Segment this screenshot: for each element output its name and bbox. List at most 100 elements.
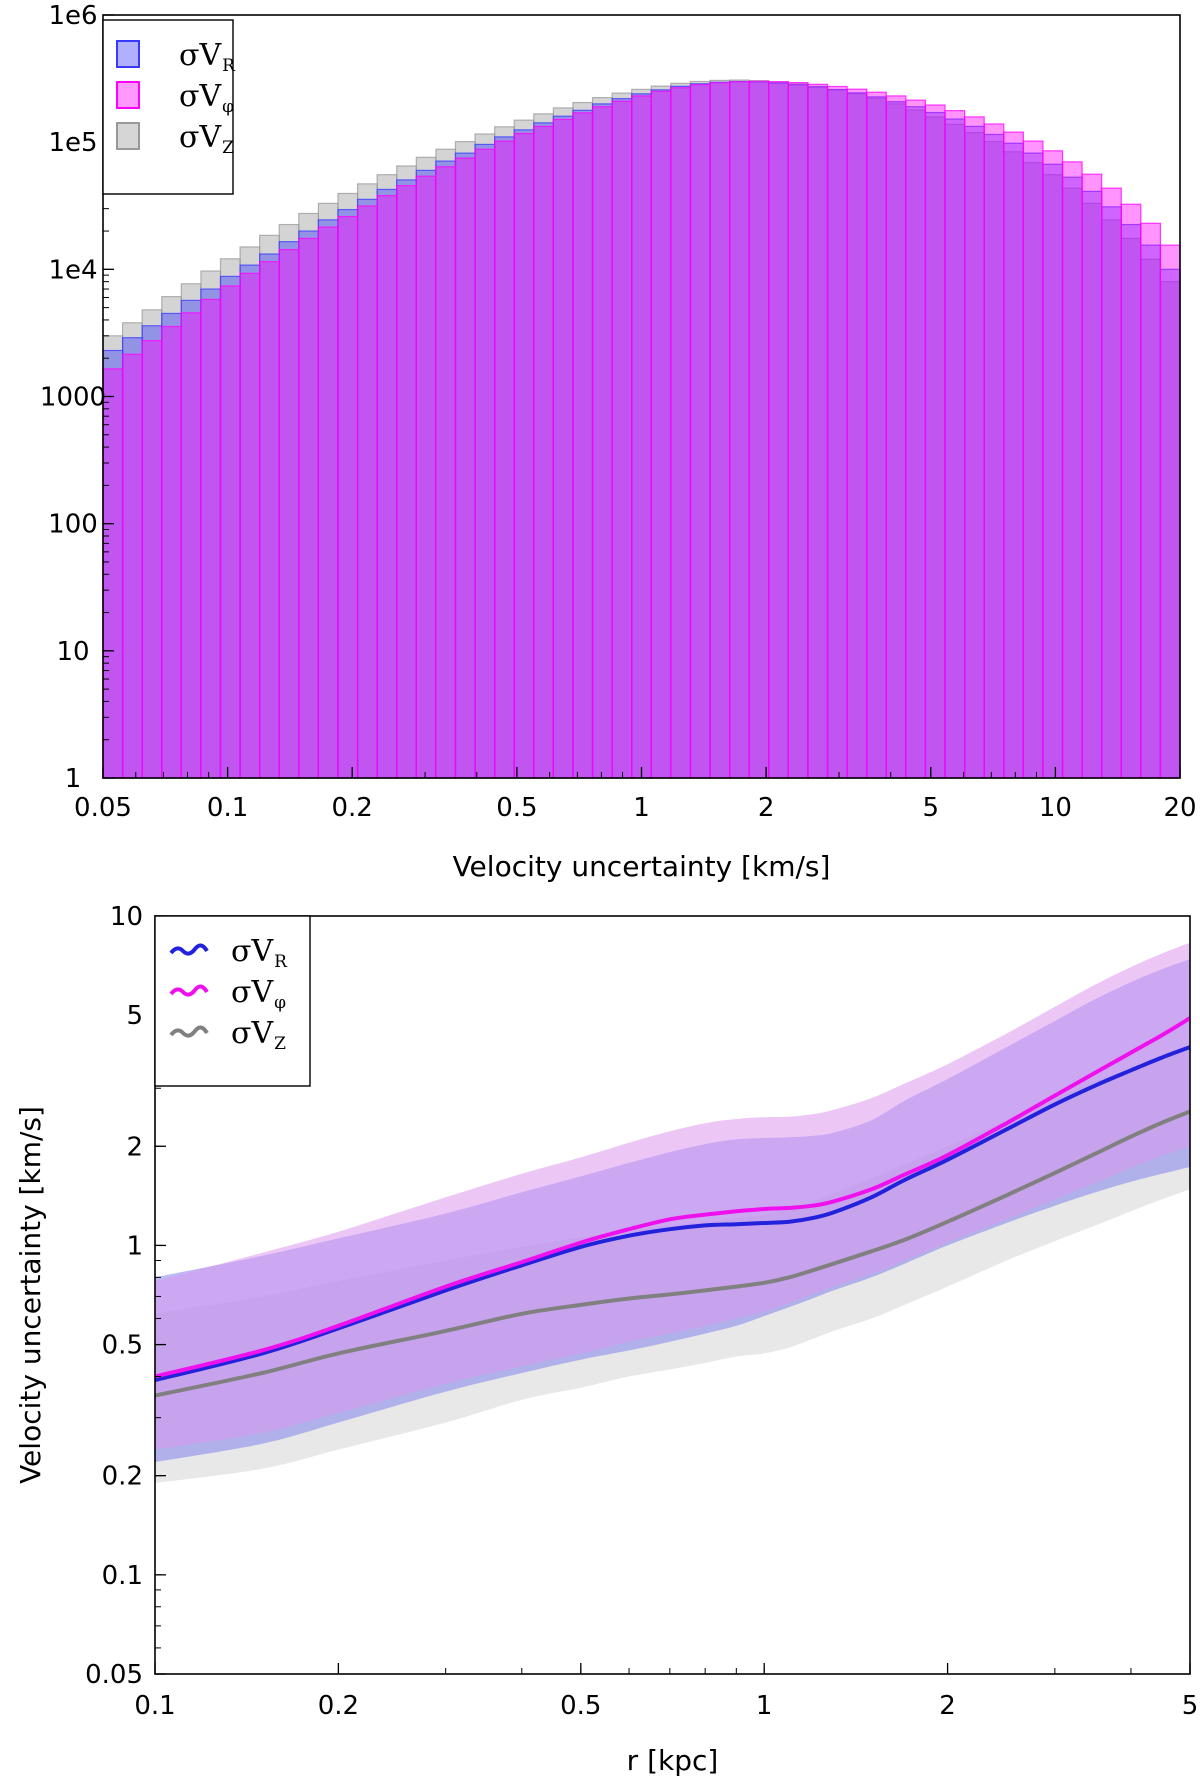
bar--54 bbox=[1159, 244, 1181, 779]
line-r bbox=[154, 1045, 1191, 1383]
bar--9 bbox=[278, 248, 300, 779]
bar--20 bbox=[494, 140, 515, 779]
y-tick-label-0-1: 0.1 bbox=[102, 1561, 143, 1591]
x-tick-label-1: 1 bbox=[633, 793, 650, 823]
bar--10 bbox=[298, 237, 319, 779]
line-series bbox=[154, 1016, 1192, 1398]
bar--6 bbox=[219, 285, 241, 779]
bar--48 bbox=[1042, 150, 1064, 779]
bar--16 bbox=[415, 175, 437, 779]
legend-label-: σVφ bbox=[231, 975, 286, 1013]
y-tick-label-2: 2 bbox=[126, 1132, 143, 1162]
bar--50 bbox=[1081, 173, 1103, 779]
legend-swatch- bbox=[116, 81, 140, 109]
legend-line-r bbox=[169, 943, 209, 956]
bar--5 bbox=[200, 298, 222, 779]
bar--49 bbox=[1061, 161, 1083, 779]
bar--12 bbox=[337, 215, 359, 779]
bar--47 bbox=[1022, 140, 1044, 779]
y-tick-label-1e5: 1e5 bbox=[48, 128, 97, 158]
x-tick-label-0-05: 0.05 bbox=[74, 793, 132, 823]
bar--11 bbox=[317, 226, 339, 779]
y-tick-label-1e6: 1e6 bbox=[48, 1, 97, 31]
bar--13 bbox=[356, 205, 378, 779]
bar--51 bbox=[1101, 187, 1122, 779]
bar--4 bbox=[180, 312, 202, 779]
bar--29 bbox=[670, 87, 692, 779]
legend-label-r: σVR bbox=[231, 934, 288, 972]
histogram-ticks: 0.05 0.1 0.2 0.5 1 2 5 10 20 1 10 100 1000 1e4 1e5 1e6 bbox=[40, 1, 1197, 823]
bar--19 bbox=[474, 148, 496, 779]
bar--36 bbox=[807, 83, 829, 779]
bar--18 bbox=[454, 157, 476, 779]
bar--39 bbox=[866, 91, 887, 779]
bar--30 bbox=[689, 84, 711, 779]
bar--40 bbox=[885, 95, 907, 779]
legend-label-: σVφ bbox=[179, 79, 234, 117]
y-tick-label-0-05: 0.05 bbox=[85, 1660, 143, 1690]
bar--44 bbox=[963, 116, 985, 779]
bar--52 bbox=[1120, 203, 1142, 779]
y-tick-label-10: 10 bbox=[110, 902, 143, 932]
legend-label-z: σVZ bbox=[231, 1016, 286, 1054]
bar--14 bbox=[376, 195, 398, 779]
bar--37 bbox=[826, 85, 848, 779]
x-tick-label-2: 2 bbox=[939, 1691, 956, 1721]
histogram-panel: 0.05 0.1 0.2 0.5 1 2 5 10 2011010010001e41e51e6 … bbox=[40, 1, 1197, 883]
x-tick-label-5: 5 bbox=[1182, 1691, 1199, 1721]
y-tick-label-0-5: 0.5 bbox=[102, 1331, 143, 1361]
bar--8 bbox=[259, 261, 280, 779]
bar--28 bbox=[650, 90, 672, 779]
band- bbox=[155, 942, 1190, 1450]
legend-box bbox=[154, 915, 311, 1087]
bar--27 bbox=[631, 95, 652, 779]
line-plot-frame bbox=[154, 915, 1191, 1675]
line-y-axis-label: Velocity uncertainty [km/s] bbox=[14, 1106, 47, 1484]
bar--32 bbox=[729, 81, 750, 779]
x-tick-label-0-2: 0.2 bbox=[318, 1691, 359, 1721]
y-tick-label-10: 10 bbox=[56, 637, 89, 667]
bar--46 bbox=[1003, 131, 1024, 779]
x-tick-label-10: 10 bbox=[1039, 793, 1072, 823]
bar--38 bbox=[846, 88, 868, 779]
bar--15 bbox=[396, 185, 417, 779]
bar--23 bbox=[552, 118, 574, 779]
bar--41 bbox=[905, 99, 927, 779]
bar--24 bbox=[572, 112, 594, 779]
x-tick-label-1: 1 bbox=[756, 1691, 773, 1721]
y-tick-label-5: 5 bbox=[126, 1001, 143, 1031]
x-tick-label-0-1: 0.1 bbox=[134, 1691, 175, 1721]
y-tick-label-100: 100 bbox=[48, 510, 98, 540]
bar--17 bbox=[435, 166, 457, 779]
x-tick-label-0-5: 0.5 bbox=[560, 1691, 601, 1721]
line-z bbox=[154, 1109, 1191, 1398]
bar--34 bbox=[768, 81, 789, 779]
histogram-bars bbox=[102, 79, 1181, 779]
x-tick-label-20: 20 bbox=[1163, 793, 1196, 823]
bar--33 bbox=[748, 80, 770, 779]
histogram-x-axis-label: Velocity uncertainty [km/s] bbox=[453, 850, 831, 883]
y-tick-label-1000: 1000 bbox=[40, 383, 106, 413]
x-tick-label-0-2: 0.2 bbox=[332, 793, 373, 823]
legend-label-z: σVZ bbox=[179, 120, 234, 158]
y-tick-label-1: 1 bbox=[65, 764, 82, 794]
bar--3 bbox=[161, 325, 182, 779]
bar--53 bbox=[1140, 222, 1162, 779]
x-tick-label-0-5: 0.5 bbox=[496, 793, 537, 823]
bar--25 bbox=[591, 106, 613, 779]
bar--0 bbox=[102, 368, 124, 779]
line- bbox=[154, 1016, 1192, 1379]
y-tick-label-1: 1 bbox=[126, 1231, 143, 1261]
bar--2 bbox=[141, 340, 163, 779]
bar--35 bbox=[787, 82, 809, 779]
x-tick-label-0-1: 0.1 bbox=[207, 793, 248, 823]
bar--26 bbox=[611, 100, 633, 779]
bar--31 bbox=[709, 82, 731, 779]
bar--21 bbox=[513, 132, 535, 779]
x-tick-label-2: 2 bbox=[758, 793, 775, 823]
